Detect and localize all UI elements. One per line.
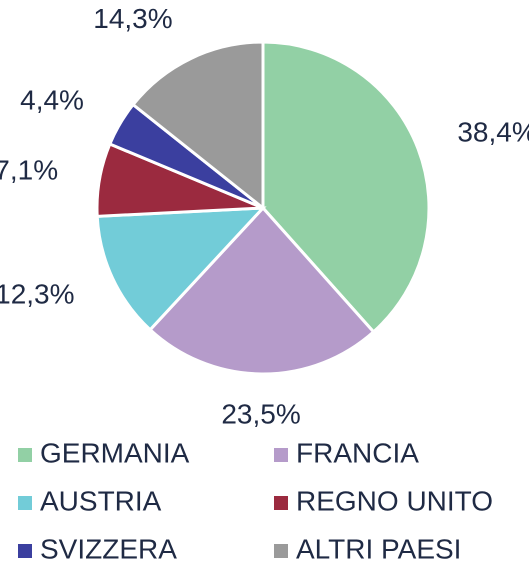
- data-label: 23,5%: [221, 398, 300, 429]
- legend-swatch: [274, 496, 288, 510]
- data-label: 7,1%: [0, 155, 58, 186]
- pie-slice: [148, 205, 376, 376]
- pie-slice: [95, 206, 267, 332]
- legend-label: FRANCIA: [296, 437, 419, 468]
- data-label: 14,3%: [93, 3, 172, 34]
- legend-swatch: [18, 544, 32, 558]
- legend-label: ALTRI PAESI: [296, 533, 461, 564]
- legend-swatch: [274, 448, 288, 462]
- legend-swatch: [18, 448, 32, 462]
- pie-slice: [261, 40, 431, 334]
- legend-label: AUSTRIA: [40, 485, 162, 516]
- legend-label: REGNO UNITO: [296, 485, 493, 516]
- legend-label: GERMANIA: [40, 437, 190, 468]
- data-label: 12,3%: [0, 278, 75, 309]
- data-label: 38,4%: [457, 116, 529, 147]
- data-label: 4,4%: [20, 85, 84, 116]
- legend-swatch: [274, 544, 288, 558]
- legend-label: SVIZZERA: [40, 533, 177, 564]
- pie-slice: [131, 40, 265, 212]
- legend-swatch: [18, 496, 32, 510]
